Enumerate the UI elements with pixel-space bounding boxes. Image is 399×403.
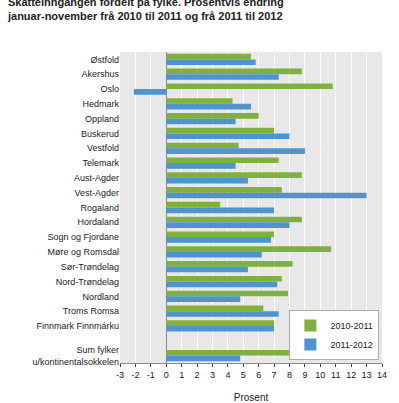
svg-text:Hedmark: Hedmark: [82, 99, 119, 109]
svg-text:7: 7: [272, 370, 277, 380]
svg-text:13: 13: [362, 370, 372, 380]
svg-text:10: 10: [315, 370, 325, 380]
svg-text:14: 14: [377, 370, 387, 380]
svg-text:Finnmark Finnmárku: Finnmark Finnmárku: [36, 321, 119, 331]
svg-text:2010-2011: 2010-2011: [330, 321, 372, 331]
svg-text:6: 6: [256, 370, 261, 380]
svg-text:Vestfold: Vestfold: [87, 143, 119, 153]
svg-text:-3: -3: [116, 370, 124, 380]
svg-text:Sum fylkeru/kontinentalsokkele: Sum fylkeru/kontinentalsokkelen: [32, 345, 119, 367]
svg-text:8: 8: [287, 370, 292, 380]
svg-text:Prosent: Prosent: [234, 392, 269, 403]
svg-text:11: 11: [331, 370, 340, 380]
svg-text:Sogn og Fjordane: Sogn og Fjordane: [47, 232, 119, 242]
svg-text:Nordland: Nordland: [82, 292, 119, 302]
svg-text:Skatteinngangen fordelt på fyl: Skatteinngangen fordelt på fylke. Prosen…: [7, 0, 284, 22]
svg-text:Sør-Trøndelag: Sør-Trøndelag: [61, 262, 119, 272]
svg-text:9: 9: [302, 370, 307, 380]
svg-text:Oslo: Oslo: [100, 84, 119, 94]
svg-text:4: 4: [225, 370, 230, 380]
svg-text:5: 5: [241, 370, 246, 380]
svg-text:3: 3: [210, 370, 215, 380]
svg-text:Troms Romsa: Troms Romsa: [63, 306, 119, 316]
svg-text:12: 12: [346, 370, 356, 380]
svg-text:Nord-Trøndelag: Nord-Trøndelag: [56, 277, 119, 287]
svg-text:Telemark: Telemark: [82, 158, 119, 168]
svg-text:Vest-Agder: Vest-Agder: [74, 188, 119, 198]
svg-text:0: 0: [164, 370, 169, 380]
svg-text:Akershus: Akershus: [81, 69, 119, 79]
svg-text:-2: -2: [131, 370, 139, 380]
svg-text:2: 2: [195, 370, 200, 380]
svg-text:Rogaland: Rogaland: [80, 203, 119, 213]
svg-text:Hordaland: Hordaland: [77, 217, 119, 227]
svg-text:2011-2012: 2011-2012: [330, 340, 372, 350]
svg-text:Oppland: Oppland: [85, 114, 119, 124]
svg-text:Østfold: Østfold: [90, 55, 119, 65]
svg-text:Aust-Agder: Aust-Agder: [74, 173, 119, 183]
svg-text:Møre og Romsdal: Møre og Romsdal: [47, 247, 119, 257]
svg-text:1: 1: [179, 370, 184, 380]
svg-text:-1: -1: [147, 370, 155, 380]
svg-text:Buskerud: Buskerud: [81, 129, 119, 139]
